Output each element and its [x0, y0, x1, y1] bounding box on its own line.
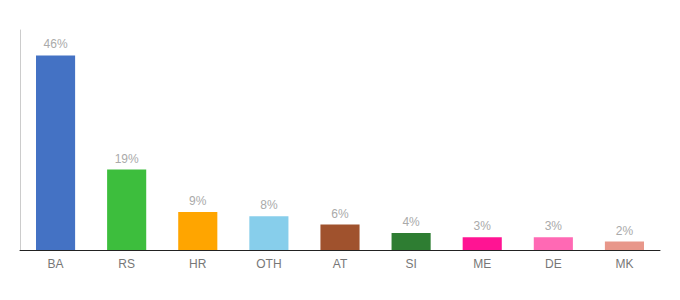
svg-text:DE: DE [545, 257, 562, 271]
svg-text:AT: AT [333, 257, 348, 271]
svg-text:6%: 6% [331, 207, 349, 221]
svg-text:HR: HR [189, 257, 207, 271]
svg-text:MK: MK [615, 257, 633, 271]
svg-text:BA: BA [48, 257, 64, 271]
svg-text:9%: 9% [189, 194, 207, 208]
svg-text:SI: SI [405, 257, 416, 271]
svg-text:OTH: OTH [256, 257, 281, 271]
svg-text:19%: 19% [115, 152, 139, 166]
svg-text:3%: 3% [474, 219, 492, 233]
svg-text:4%: 4% [402, 215, 420, 229]
svg-text:46%: 46% [44, 37, 68, 51]
svg-text:8%: 8% [260, 198, 278, 212]
svg-text:ME: ME [473, 257, 491, 271]
svg-text:3%: 3% [545, 219, 563, 233]
svg-text:RS: RS [118, 257, 135, 271]
svg-text:2%: 2% [616, 224, 634, 238]
